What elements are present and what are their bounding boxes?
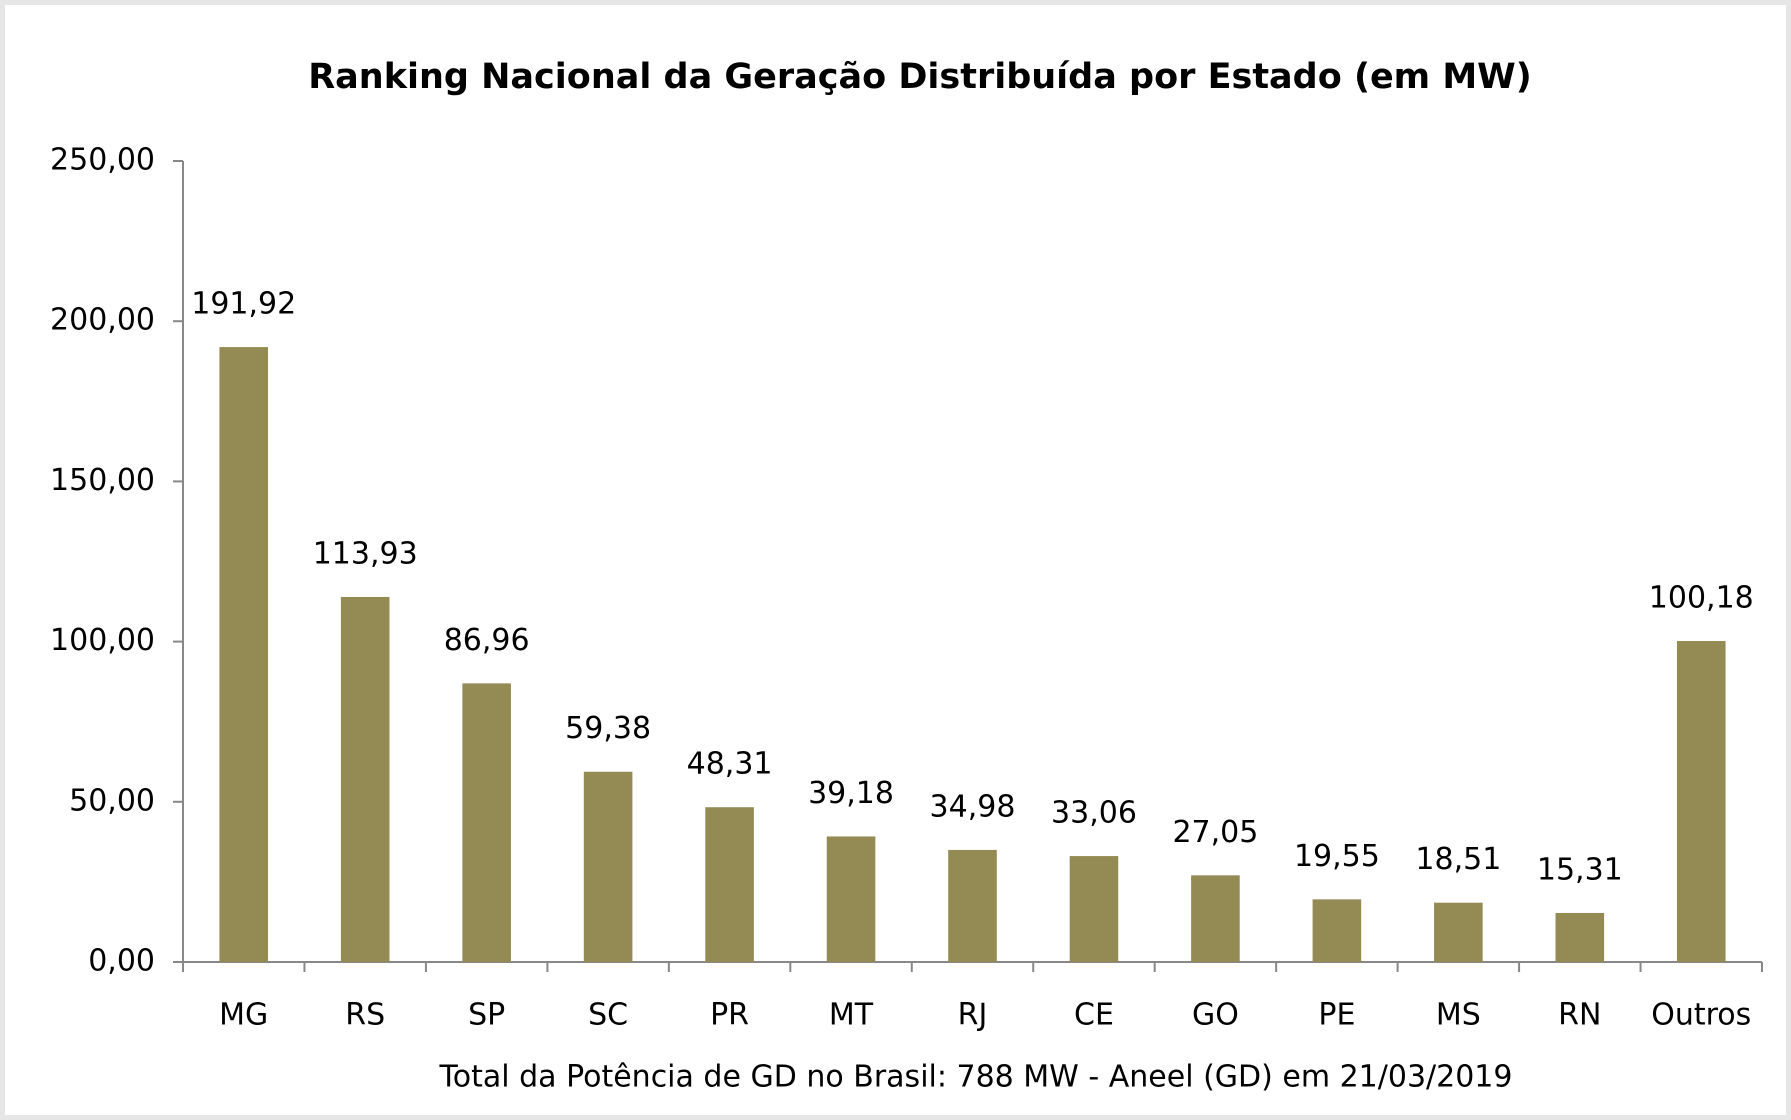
bar bbox=[1676, 641, 1726, 962]
bar bbox=[705, 807, 754, 962]
x-tick-label: MT bbox=[829, 998, 874, 1033]
data-label: 15,31 bbox=[1537, 852, 1623, 887]
bar bbox=[219, 347, 269, 962]
bar bbox=[1555, 912, 1605, 962]
x-tick-label: MS bbox=[1436, 998, 1481, 1033]
y-tick-label: 0,00 bbox=[88, 944, 155, 979]
data-label: 191,92 bbox=[191, 287, 296, 322]
data-label: 48,31 bbox=[687, 747, 773, 782]
x-tick-label: SC bbox=[588, 998, 628, 1033]
y-tick-label: 50,00 bbox=[69, 783, 155, 818]
x-tick-label: MG bbox=[219, 998, 268, 1033]
x-tick-label: PE bbox=[1318, 998, 1355, 1033]
y-tick-label: 150,00 bbox=[50, 463, 155, 498]
data-label: 39,18 bbox=[808, 776, 894, 811]
y-tick-label: 100,00 bbox=[50, 623, 155, 658]
data-label: 27,05 bbox=[1172, 815, 1258, 850]
x-axis-title: Total da Potência de GD no Brasil: 788 M… bbox=[439, 1060, 1513, 1095]
chart-title: Ranking Nacional da Geração Distribuída … bbox=[308, 57, 1532, 97]
data-label: 33,06 bbox=[1051, 796, 1137, 831]
data-label: 113,93 bbox=[313, 536, 418, 571]
x-tick-label: Outros bbox=[1651, 998, 1751, 1033]
data-label: 19,55 bbox=[1294, 839, 1380, 874]
bar bbox=[340, 596, 390, 962]
x-tick-label: CE bbox=[1074, 998, 1114, 1033]
bar bbox=[462, 683, 511, 962]
x-tick-label: PR bbox=[710, 998, 749, 1033]
data-label: 18,51 bbox=[1415, 842, 1501, 877]
data-label: 59,38 bbox=[565, 711, 651, 746]
bar bbox=[826, 836, 876, 962]
x-tick-label: RN bbox=[1558, 998, 1601, 1033]
data-label: 86,96 bbox=[444, 623, 530, 658]
data-label: 34,98 bbox=[930, 789, 1016, 824]
bar bbox=[1191, 875, 1240, 962]
bar bbox=[948, 849, 997, 962]
y-tick-label: 200,00 bbox=[50, 303, 155, 338]
bar bbox=[1069, 856, 1119, 962]
x-tick-label: GO bbox=[1192, 998, 1239, 1033]
data-label: 100,18 bbox=[1649, 581, 1754, 616]
bar bbox=[1434, 902, 1483, 962]
bar bbox=[1312, 899, 1362, 962]
bar bbox=[583, 771, 633, 962]
x-tick-label: RS bbox=[345, 998, 385, 1033]
x-tick-label: SP bbox=[468, 998, 505, 1033]
x-tick-label: RJ bbox=[958, 998, 988, 1033]
y-tick-label: 250,00 bbox=[50, 143, 155, 178]
